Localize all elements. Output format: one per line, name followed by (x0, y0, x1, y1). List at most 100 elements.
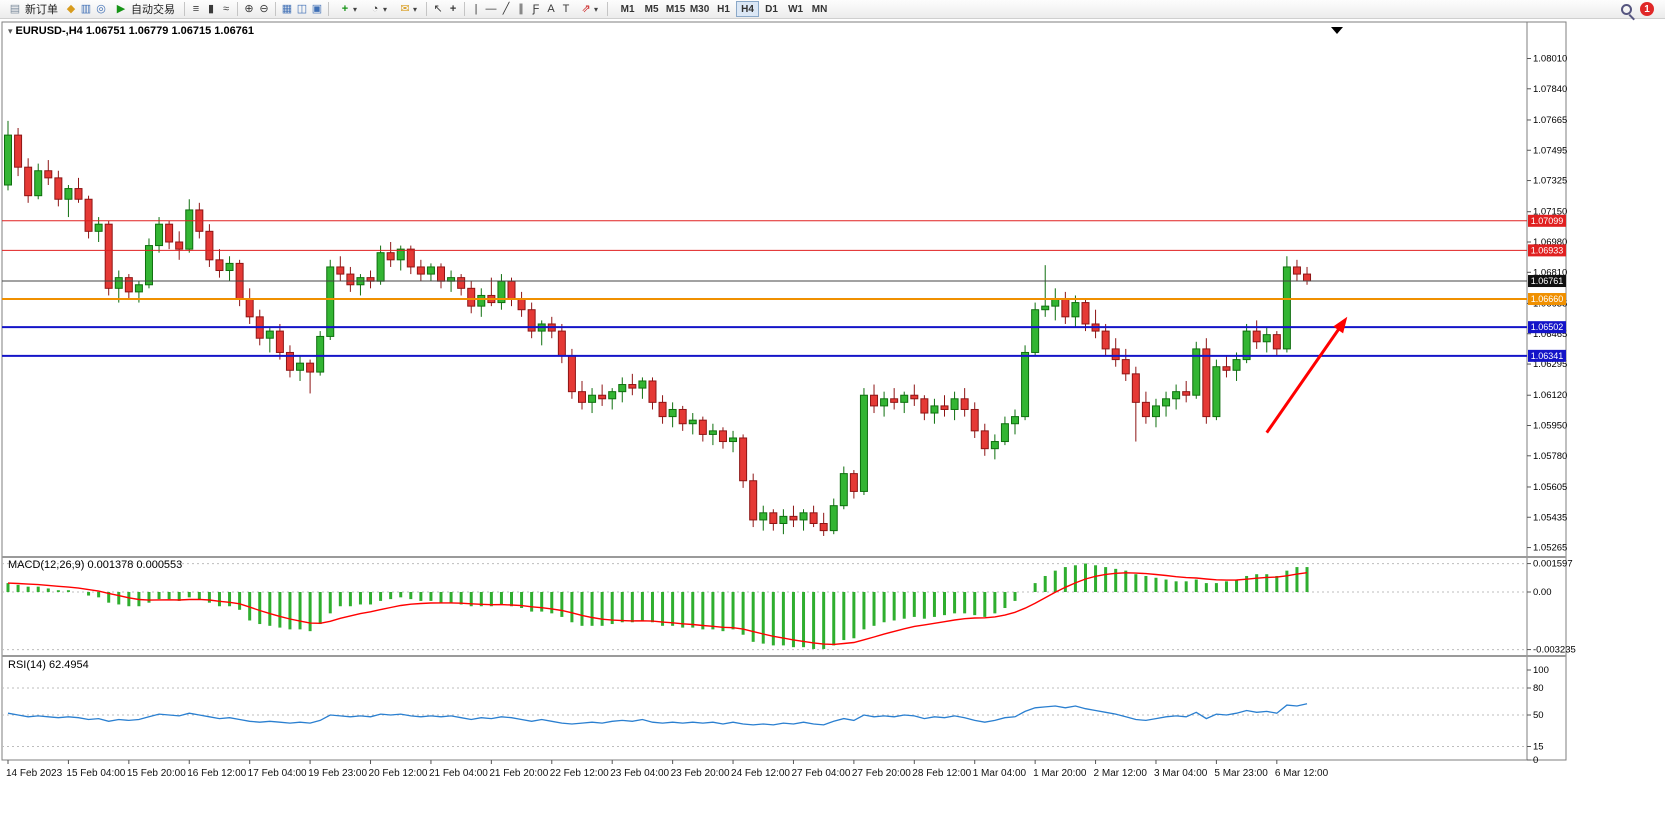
candle-body (1182, 391, 1191, 396)
horizontal-line-tool-icon[interactable]: ― (485, 2, 497, 15)
candle-body (517, 298, 526, 311)
candle-body (376, 252, 385, 282)
timeframe-button-m30[interactable]: M30 (688, 1, 711, 17)
candle-body (296, 362, 305, 371)
candle-body (1000, 423, 1009, 443)
timeframe-button-h4[interactable]: H4 (736, 1, 760, 17)
trend-arrow-line[interactable] (1265, 322, 1344, 434)
candle-body (588, 394, 597, 403)
timeframe-button-m1[interactable]: M1 (616, 1, 639, 17)
price-level-label-box (1528, 321, 1566, 334)
auto-trading-label: 自动交易 (131, 4, 175, 16)
candle-body (718, 430, 727, 443)
rsi-scale-label: 50 (1533, 710, 1544, 721)
candle-body (1162, 398, 1171, 407)
candle-body (769, 512, 778, 524)
bar-chart-icon[interactable]: ≡ (192, 2, 200, 15)
candle-body (265, 330, 274, 339)
price-tick-label: 1.06120 (1533, 390, 1567, 401)
text-tool-icon[interactable]: A (547, 2, 555, 15)
templates-button[interactable]: ✉ ▾ (393, 1, 422, 18)
timeframe-button-mn[interactable]: MN (808, 1, 831, 17)
candlestick-chart-icon[interactable]: ▮ (207, 2, 215, 15)
tile-windows-icon[interactable]: ▦ (281, 2, 293, 15)
candle-body (618, 384, 627, 393)
vertical-line-tool-icon[interactable]: | (474, 2, 478, 15)
text-label-tool-icon[interactable]: T (562, 2, 570, 15)
price-tick-label: 1.06980 (1533, 237, 1567, 248)
indicators-button[interactable]: + ▾ (333, 1, 362, 18)
timeframe-toolbar: M1 M5 M15 M30 H1 H4 D1 W1 MN (616, 1, 831, 17)
line-chart-icon[interactable]: ≈ (222, 2, 230, 15)
search-icon[interactable] (1621, 3, 1632, 15)
candle-body (829, 505, 838, 532)
candle-body (74, 188, 83, 200)
candle-body (1041, 305, 1050, 311)
timeframe-button-h1[interactable]: H1 (712, 1, 735, 17)
crosshair-icon[interactable]: + (449, 2, 457, 15)
market-watch-icon[interactable]: ◆ (66, 2, 76, 15)
rsi-scale-label: 15 (1533, 742, 1544, 753)
time-axis-label: 27 Feb 20:00 (852, 768, 911, 779)
candle-body (628, 384, 637, 389)
timeframe-button-w1[interactable]: W1 (784, 1, 807, 17)
price-tick-label: 1.07150 (1533, 207, 1567, 218)
candle-body (910, 394, 919, 400)
price-tick-label: 1.07325 (1533, 176, 1567, 187)
candle-body (64, 188, 73, 200)
candle-body (124, 277, 133, 293)
auto-trading-button[interactable]: ▶ 自动交易 (109, 1, 180, 18)
fibonacci-tool-icon[interactable]: Ƒ (532, 2, 540, 15)
price-tick-label: 1.06295 (1533, 359, 1567, 370)
time-axis-label: 6 Mar 12:00 (1275, 768, 1329, 779)
chart-dropdown-icon[interactable]: ▾ (8, 26, 13, 36)
candle-body (44, 170, 53, 179)
zoom-in-icon[interactable]: ⊕ (244, 2, 254, 15)
candle-body (1131, 373, 1140, 403)
trendline-tool-icon[interactable]: ╱ (502, 2, 510, 15)
candle-body (990, 441, 999, 450)
new-order-button[interactable]: ▤ 新订单 (3, 1, 63, 18)
macd-indicator-label: MACD(12,26,9) 0.001378 0.000553 (8, 559, 183, 571)
time-axis-label: 19 Feb 23:00 (308, 768, 367, 779)
timeframe-button-m15[interactable]: M15 (664, 1, 687, 17)
candle-body (1232, 359, 1241, 371)
channel-tool-icon[interactable]: ∥ (518, 2, 524, 15)
chevron-down-icon: ▾ (413, 4, 418, 14)
candle-body (950, 398, 959, 410)
time-axis-label: 20 Feb 12:00 (369, 768, 428, 779)
candle-body (285, 351, 294, 371)
cascade-windows-icon[interactable]: ◫ (296, 2, 308, 15)
candle-body (1172, 391, 1181, 400)
price-tick-label: 1.05605 (1533, 482, 1567, 493)
price-level-label: 1.06502 (1531, 322, 1564, 332)
chart-shift-marker[interactable] (1331, 27, 1343, 34)
toolbar-separator (607, 2, 609, 16)
cursor-icon[interactable]: ↖ (433, 2, 443, 15)
notification-badge[interactable]: 1 (1640, 2, 1654, 16)
arrange-windows-icon[interactable]: ▣ (311, 2, 323, 15)
zoom-out-icon[interactable]: ⊖ (259, 2, 269, 15)
data-window-icon[interactable]: ▥ (80, 2, 92, 15)
navigator-icon[interactable]: ◎ (96, 2, 106, 15)
macd-scale-label: 0.001597 (1533, 559, 1573, 570)
price-tick-label: 1.05780 (1533, 451, 1567, 462)
candle-body (1061, 298, 1070, 318)
candle-body (819, 522, 828, 532)
rsi-indicator-label: RSI(14) 62.4954 (8, 659, 89, 671)
rsi-scale-label: 0 (1533, 755, 1538, 766)
candle-body (598, 394, 607, 400)
arrows-tool-button[interactable]: ⇗ ▾ (574, 1, 603, 18)
timeframe-button-m5[interactable]: M5 (640, 1, 663, 17)
periods-button[interactable]: ◔ ▾ (363, 1, 392, 18)
candle-body (175, 241, 184, 250)
toolbar-separator (275, 2, 276, 16)
time-axis-label: 3 Mar 04:00 (1154, 768, 1208, 779)
price-level-label-box (1528, 214, 1566, 227)
timeframe-button-d1[interactable]: D1 (760, 1, 783, 17)
chart-title-text: EURUSD-,H4 1.06751 1.06779 1.06715 1.067… (15, 25, 255, 37)
toolbar-right-group: 1 (1621, 2, 1662, 16)
template-icon: ✉ (400, 2, 410, 15)
